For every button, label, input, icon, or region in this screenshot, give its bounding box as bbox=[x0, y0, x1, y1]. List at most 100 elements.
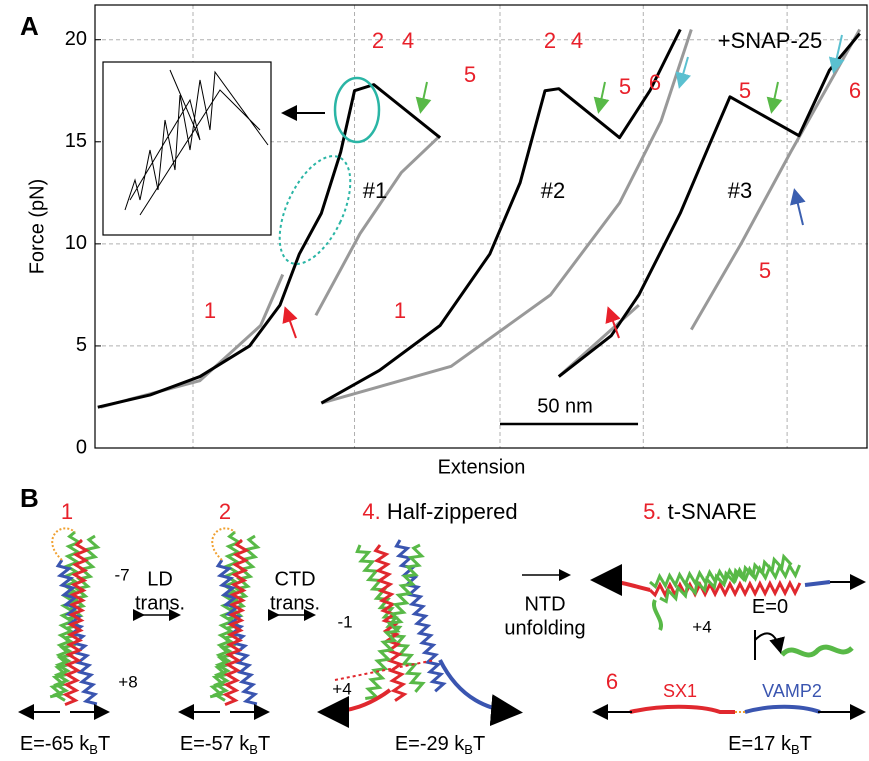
transition-label: CTD bbox=[274, 568, 315, 590]
layer-label: -7 bbox=[114, 565, 129, 584]
annotation: 6 bbox=[649, 70, 661, 95]
energy-main: E=-65 k bbox=[20, 733, 90, 755]
loop bbox=[51, 527, 76, 561]
helix bbox=[394, 539, 447, 693]
annotation: 5 bbox=[619, 74, 631, 99]
state-energy: E=-57 kBT bbox=[180, 733, 270, 757]
protein-label: VAMP2 bbox=[762, 681, 822, 701]
transition-label: trans. bbox=[135, 592, 185, 614]
transition-label: NTD bbox=[524, 593, 565, 615]
plot-frame bbox=[94, 4, 868, 449]
release-arrow bbox=[754, 630, 780, 660]
energy-unit: T bbox=[800, 733, 812, 755]
annotation: 2 bbox=[372, 28, 384, 53]
x-axis-label: Extension bbox=[438, 456, 526, 478]
layer-label: +4 bbox=[692, 617, 711, 636]
helix bbox=[365, 543, 425, 700]
annotation: 5 bbox=[759, 258, 771, 283]
annotation: 1 bbox=[204, 298, 216, 323]
highlight-ellipse-dotted bbox=[278, 155, 352, 265]
force-trace bbox=[320, 28, 682, 405]
state-title: 6 bbox=[606, 669, 618, 694]
y-tick-label: 5 bbox=[76, 334, 87, 356]
annotation: 1 bbox=[394, 298, 406, 323]
state-title: 1 bbox=[61, 499, 73, 524]
force-trace bbox=[320, 29, 693, 405]
annotation: 5 bbox=[464, 62, 476, 87]
annotation: 2 bbox=[544, 28, 556, 53]
energy-main: E=-29 k bbox=[395, 733, 465, 755]
strand bbox=[590, 564, 651, 597]
arrow bbox=[766, 81, 783, 114]
annotation: #3 bbox=[728, 178, 752, 203]
state-title: 5. t-SNARE bbox=[643, 499, 757, 524]
energy-main: E=-57 k bbox=[180, 733, 250, 755]
annotation: 4 bbox=[402, 28, 414, 53]
helix bbox=[222, 538, 250, 707]
state-title: 4. Half-zippered bbox=[362, 499, 517, 524]
state-energy: E=17 kBT bbox=[728, 733, 812, 757]
state-energy: E=-65 kBT bbox=[20, 733, 110, 757]
energy-unit: T bbox=[258, 733, 270, 755]
free-snap bbox=[780, 644, 854, 658]
protein-label: SX1 bbox=[663, 681, 697, 701]
scale-bar-label: 50 nm bbox=[537, 395, 593, 417]
layer-label: +8 bbox=[118, 672, 137, 691]
state-name: t-SNARE bbox=[662, 499, 757, 524]
annotation: #2 bbox=[541, 178, 565, 203]
force-trace bbox=[557, 28, 862, 378]
layer-line bbox=[334, 659, 436, 681]
y-axis-label: Force (pN) bbox=[26, 179, 48, 275]
state-number: 4. bbox=[362, 499, 380, 524]
panel-a-decor bbox=[102, 34, 845, 339]
inset-trace bbox=[124, 69, 269, 216]
energy-sub: B bbox=[249, 742, 258, 757]
arrow bbox=[790, 188, 806, 226]
state-number: 2 bbox=[219, 499, 231, 524]
strand bbox=[804, 580, 831, 587]
arrow bbox=[675, 56, 691, 89]
state-number: 5. bbox=[643, 499, 661, 524]
energy-sub: B bbox=[89, 742, 98, 757]
loop bbox=[211, 527, 236, 561]
panel-label: A bbox=[20, 11, 39, 41]
state-number: 6 bbox=[606, 669, 618, 694]
state-title: 2 bbox=[219, 499, 231, 524]
annotation: 4 bbox=[571, 28, 583, 53]
inset-box bbox=[102, 61, 272, 236]
arrow bbox=[282, 306, 298, 339]
state-number: 1 bbox=[61, 499, 73, 524]
annotation: 5 bbox=[739, 78, 751, 103]
panel-label: B bbox=[20, 483, 39, 513]
y-tick-label: 20 bbox=[65, 28, 87, 50]
transition-label: LD bbox=[147, 568, 173, 590]
y-tick-label: 15 bbox=[65, 130, 87, 152]
y-tick-label: 0 bbox=[76, 436, 87, 458]
energy-sub: B bbox=[464, 742, 473, 757]
energy-unit: T bbox=[473, 733, 485, 755]
state-name: Half-zippered bbox=[381, 499, 518, 524]
energy-main: E=0 bbox=[752, 596, 788, 618]
y-tick-label: 10 bbox=[65, 232, 87, 254]
layer-label: +4 bbox=[332, 679, 351, 698]
strand bbox=[744, 704, 821, 714]
force-trace bbox=[97, 83, 442, 409]
helix bbox=[62, 538, 90, 707]
arrow bbox=[593, 81, 610, 114]
state-energy: E=-29 kBT bbox=[395, 733, 485, 757]
strand bbox=[438, 659, 523, 727]
strand bbox=[317, 688, 392, 728]
arrow bbox=[828, 34, 845, 74]
arrow bbox=[415, 81, 432, 114]
highlight-ellipse bbox=[333, 76, 381, 144]
arrow bbox=[605, 306, 621, 339]
layer-label: -1 bbox=[337, 612, 352, 631]
transition-label: unfolding bbox=[504, 617, 585, 639]
annotation: +SNAP-25 bbox=[718, 28, 823, 53]
energy-main: E=17 k bbox=[728, 733, 792, 755]
strand bbox=[629, 704, 735, 714]
energy-unit: T bbox=[98, 733, 110, 755]
